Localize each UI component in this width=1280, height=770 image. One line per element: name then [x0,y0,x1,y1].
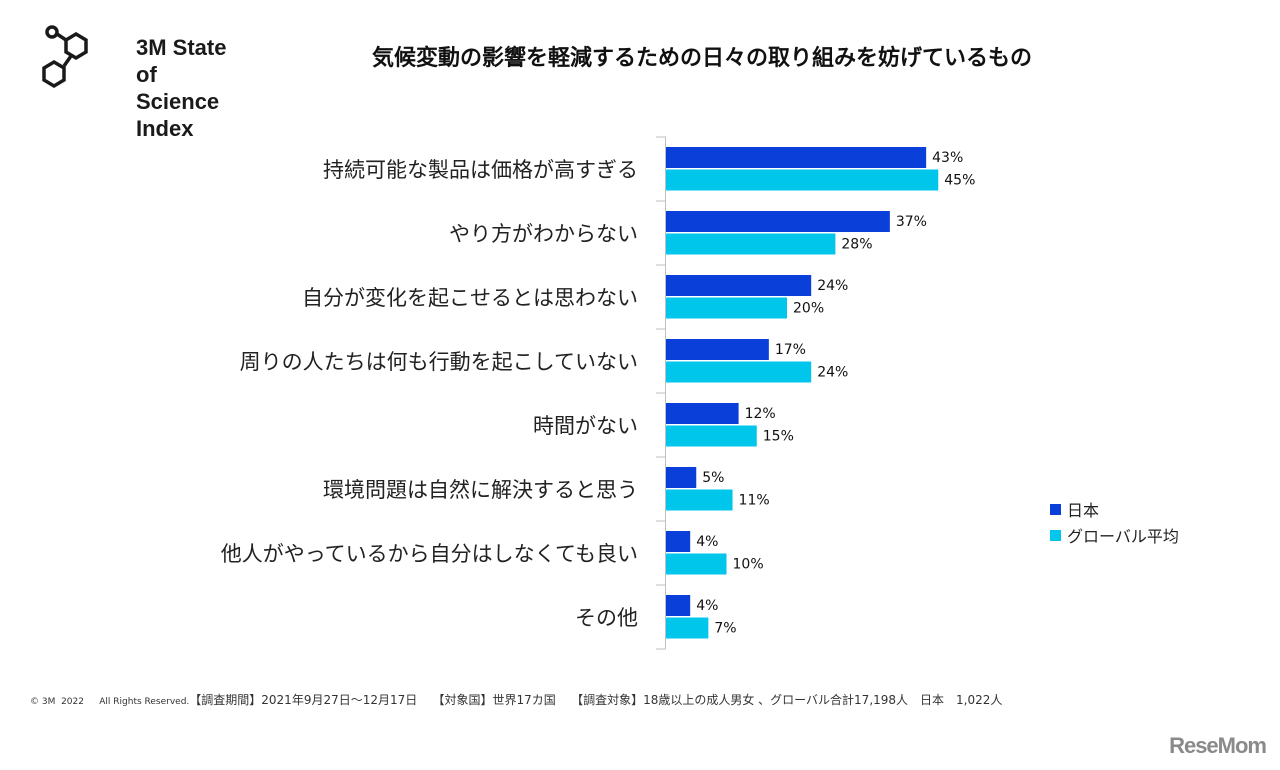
copyright: © 3M 2022 [30,697,84,707]
legend-label: 日本 [1067,501,1100,520]
survey-countries: 【対象国】世界17カ国 [432,693,556,707]
chart-title: 気候変動の影響を軽減するための日々の取り組みを妨げているもの [372,46,1033,71]
data-label: 17% [775,342,806,358]
bar [666,595,691,616]
category-label: その他 [575,606,638,630]
category-label: 環境問題は自然に解決すると思う [323,478,638,502]
bar [666,489,733,511]
logo-line: 3M State [136,35,227,60]
category-label: 自分が変化を起こせるとは思わない [302,286,638,310]
bar [666,467,697,488]
category-label: 他人がやっているから自分はしなくても良い [221,542,638,566]
data-label: 15% [763,429,794,445]
data-label: 20% [793,301,824,317]
data-label: 4% [696,598,718,614]
survey-target: 【調査対象】18歳以上の成人男女 、グローバル合計17,198人 日本 1,02… [571,693,1003,707]
bar [666,403,739,424]
data-label: 7% [714,621,736,637]
data-label: 24% [817,278,848,294]
data-label: 37% [896,214,927,230]
bar [666,297,787,319]
legend-item: 日本 [1050,496,1179,522]
category-label: 周りの人たちは何も行動を起こしていない [240,350,638,374]
category-label: 持続可能な製品は価格が高すぎる [323,158,638,182]
legend-swatch [1050,529,1061,541]
data-label: 28% [841,237,872,253]
legend-swatch [1050,503,1061,515]
data-label: 4% [696,534,718,550]
rights: All Rights Reserved. [99,697,190,707]
bar [666,211,890,232]
molecule-icon [42,25,88,89]
data-label: 43% [932,150,963,166]
data-label: 10% [733,557,764,573]
watermark: ReseMom [1169,733,1267,758]
data-label: 11% [739,493,770,509]
logo-text: 3M State of Science Index [136,34,236,142]
bar [666,233,836,255]
legend-label: グローバル平均 [1067,527,1179,546]
bar [666,553,727,575]
logo-line: Index [136,116,194,141]
bar [666,531,691,552]
bar [666,339,769,360]
bar [666,275,812,296]
data-label: 45% [944,173,975,189]
data-label: 12% [745,406,776,422]
bar [666,169,939,191]
bar [666,425,757,447]
bar [666,147,927,168]
data-label: 24% [817,365,848,381]
bar [666,361,812,383]
bar [666,617,709,639]
data-label: 5% [702,470,724,486]
footer: © 3M 2022 All Rights Reserved.【調査期間】2021… [30,691,1002,708]
category-label: 時間がない [533,414,638,438]
legend-item: グローバル平均 [1050,522,1179,548]
category-label: やり方がわからない [449,222,638,246]
logo: 3M State of Science Index [36,16,236,141]
logo-line: of Science [136,62,220,114]
survey-period: 【調査期間】2021年9月27日～12月17日 [189,693,418,707]
legend: 日本 グローバル平均 [1050,496,1179,548]
